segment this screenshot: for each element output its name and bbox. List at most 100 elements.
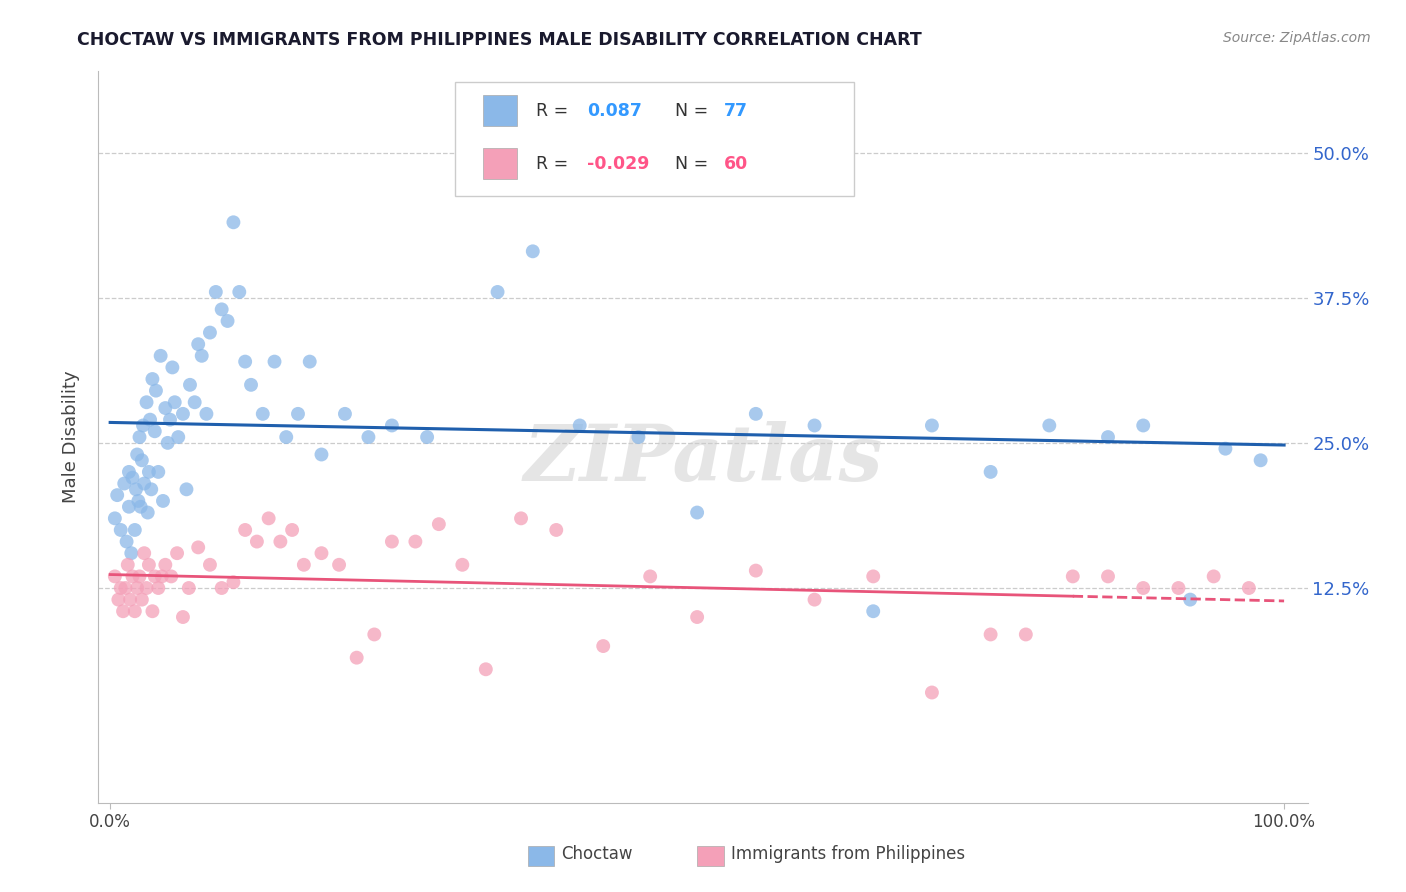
Text: Immigrants from Philippines: Immigrants from Philippines [731, 845, 965, 863]
Point [568, 418, 591, 433]
Point [110, 581, 132, 595]
FancyBboxPatch shape [456, 82, 855, 195]
Point [136, 506, 159, 520]
Text: -0.029: -0.029 [586, 154, 650, 172]
Point [211, 581, 233, 595]
Point [1180, 592, 1202, 607]
Point [118, 465, 141, 479]
Point [135, 395, 157, 409]
Point [198, 326, 221, 340]
Point [246, 534, 269, 549]
Point [120, 592, 142, 607]
Point [357, 430, 380, 444]
Point [204, 285, 226, 299]
Point [134, 546, 156, 560]
Point [287, 407, 309, 421]
Point [134, 476, 156, 491]
Point [276, 430, 298, 444]
Point [117, 558, 139, 572]
Point [127, 494, 149, 508]
Point [120, 546, 142, 560]
Point [138, 558, 160, 572]
Text: R =: R = [536, 154, 574, 172]
Point [1015, 627, 1038, 641]
Point [127, 448, 149, 462]
Point [183, 395, 205, 409]
Point [475, 662, 498, 676]
Point [141, 604, 163, 618]
Point [143, 569, 166, 583]
Point [1202, 569, 1225, 583]
Point [121, 471, 143, 485]
Point [921, 685, 943, 699]
Point [160, 569, 183, 583]
Point [281, 523, 304, 537]
FancyBboxPatch shape [482, 95, 517, 127]
Point [198, 558, 221, 572]
Point [1038, 418, 1060, 433]
Point [546, 523, 568, 537]
Point [1097, 569, 1119, 583]
Point [1237, 581, 1260, 595]
Point [114, 581, 136, 595]
Point [115, 534, 138, 549]
Point [1250, 453, 1272, 467]
Point [156, 436, 179, 450]
Point [110, 523, 132, 537]
Point [252, 407, 274, 421]
Point [104, 511, 127, 525]
Point [363, 627, 385, 641]
Point [222, 215, 245, 229]
Point [129, 500, 152, 514]
Point [1215, 442, 1237, 456]
Point [155, 401, 177, 415]
Point [149, 349, 172, 363]
Text: 60: 60 [724, 154, 748, 172]
Point [292, 558, 315, 572]
Point [1062, 569, 1084, 583]
Text: R =: R = [536, 102, 574, 120]
Text: Choctaw: Choctaw [561, 845, 633, 863]
Point [222, 575, 245, 590]
Y-axis label: Male Disability: Male Disability [62, 371, 80, 503]
Point [346, 650, 368, 665]
Point [686, 610, 709, 624]
Point [257, 511, 280, 525]
Point [416, 430, 439, 444]
Point [177, 581, 200, 595]
Point [269, 534, 291, 549]
Point [921, 418, 943, 433]
Point [131, 453, 153, 467]
Point [592, 639, 614, 653]
Text: N =: N = [675, 102, 714, 120]
Point [172, 610, 194, 624]
Point [124, 604, 146, 618]
Point [127, 581, 149, 595]
Point [298, 354, 321, 368]
Point [1167, 581, 1189, 595]
Point [131, 592, 153, 607]
Point [163, 395, 186, 409]
Point [427, 517, 450, 532]
Point [803, 592, 825, 607]
Point [381, 418, 404, 433]
Point [107, 592, 129, 607]
Point [627, 430, 650, 444]
Point [211, 302, 233, 317]
Point [233, 354, 256, 368]
Point [638, 569, 661, 583]
Point [176, 483, 198, 497]
Point [240, 377, 263, 392]
FancyBboxPatch shape [527, 846, 554, 866]
Point [217, 314, 239, 328]
Point [862, 569, 884, 583]
Point [135, 581, 157, 595]
Point [112, 604, 135, 618]
Text: ZIPatlas: ZIPatlas [523, 421, 883, 497]
Point [167, 430, 190, 444]
Point [132, 418, 155, 433]
Point [745, 407, 768, 421]
Point [333, 407, 356, 421]
Point [404, 534, 426, 549]
Point [187, 337, 209, 351]
